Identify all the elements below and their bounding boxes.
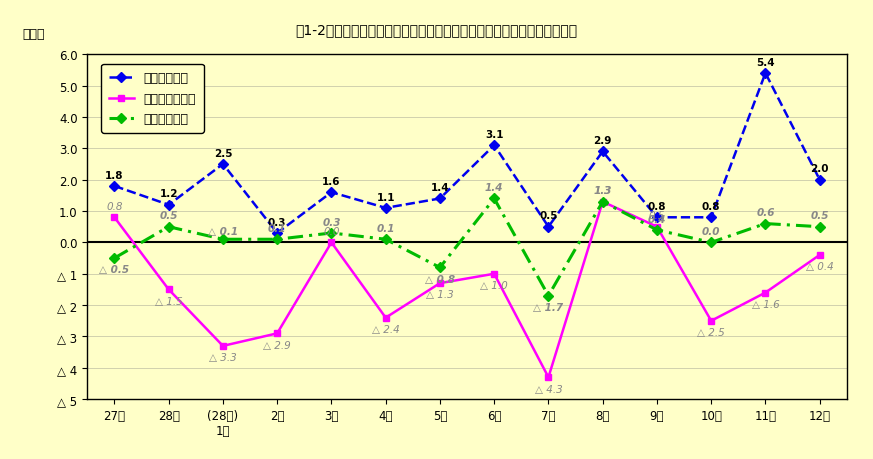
Text: 0.8: 0.8 [702,202,720,212]
常用労働者数 [435,265,445,271]
Text: 0.1: 0.1 [376,224,395,234]
総実労働時間数 [760,290,771,296]
総実労働時間数 [109,215,120,221]
総実労働時間数 [706,319,717,324]
Text: 0.4: 0.4 [648,214,666,224]
Text: 0.8: 0.8 [107,202,123,212]
Text: 5.4: 5.4 [756,58,774,67]
Line: 総実労働時間数: 総実労働時間数 [111,199,823,381]
Text: △ 4.3: △ 4.3 [534,384,562,394]
Text: 2.9: 2.9 [594,136,612,146]
総実労働時間数 [381,315,391,321]
常用労働者数 [651,228,662,233]
Text: △ 1.3: △ 1.3 [426,290,454,300]
現金給与総額 [706,215,717,221]
Text: 0.5: 0.5 [160,211,178,221]
Text: 1.4: 1.4 [485,183,504,193]
現金給与総額 [327,190,337,196]
常用労働者数 [163,224,174,230]
Text: 1.6: 1.6 [322,177,340,186]
現金給与総額 [109,184,120,189]
常用労働者数 [489,196,499,202]
Text: 0.3: 0.3 [268,217,286,227]
Text: 0.0: 0.0 [702,227,720,236]
常用労働者数 [760,221,771,227]
現金給与総額 [435,196,445,202]
Text: 0.5: 0.5 [810,211,829,221]
常用労働者数 [597,199,608,205]
総実労働時間数 [651,224,662,230]
常用労働者数 [327,231,337,236]
Text: 3.1: 3.1 [485,129,504,140]
常用労働者数 [543,293,553,299]
Text: △ 1.5: △ 1.5 [155,296,182,306]
Text: 0.0: 0.0 [323,227,340,236]
Text: △ 0.4: △ 0.4 [806,262,834,272]
Text: 1.3: 1.3 [594,186,612,196]
現金給与総額 [489,143,499,149]
現金給与総額 [651,215,662,221]
Text: △ 1.6: △ 1.6 [752,299,780,309]
Text: 1.3: 1.3 [595,186,611,196]
Text: △ 2.5: △ 2.5 [698,327,725,337]
常用労働者数 [381,237,391,242]
Text: △ 1.7: △ 1.7 [533,302,563,312]
Text: △ 2.4: △ 2.4 [372,324,400,334]
Legend: 現金給与総額, 総実労働時間数, 常用労働者数: 現金給与総額, 総実労働時間数, 常用労働者数 [101,65,203,134]
Text: △ 0.8: △ 0.8 [425,274,455,284]
Text: 1.1: 1.1 [376,192,395,202]
Text: 0.5: 0.5 [649,211,665,221]
現金給与総額 [272,231,283,236]
現金給与総額 [597,149,608,155]
総実労働時間数 [272,331,283,336]
総実労働時間数 [489,271,499,277]
総実労働時間数 [217,343,228,349]
Text: 0.8: 0.8 [648,202,666,212]
総実労働時間数 [815,252,825,258]
Text: 2.5: 2.5 [214,148,232,158]
現金給与総額 [163,202,174,208]
Text: △ 1.0: △ 1.0 [480,280,508,291]
Text: 図1-2　賃金、労働時間及び雇用状況の推移（対前年同月比）－製造業－: 図1-2 賃金、労働時間及び雇用状況の推移（対前年同月比）－製造業－ [295,23,578,37]
Text: 0.3: 0.3 [322,217,340,227]
現金給与総額 [543,224,553,230]
現金給与総額 [381,206,391,211]
現金給与総額 [217,162,228,168]
常用労働者数 [706,240,717,246]
総実労働時間数 [597,199,608,205]
Text: △ 0.1: △ 0.1 [208,227,238,236]
Text: △ 0.5: △ 0.5 [100,265,129,275]
Text: 1.8: 1.8 [105,170,124,180]
総実労働時間数 [435,281,445,286]
総実労働時間数 [163,287,174,292]
Text: △ 3.3: △ 3.3 [209,353,237,362]
Text: 1.4: 1.4 [430,183,450,193]
Text: （％）: （％） [23,28,45,41]
Text: 1.2: 1.2 [160,189,178,199]
Line: 現金給与総額: 現金給与総額 [111,70,823,237]
常用労働者数 [815,224,825,230]
総実労働時間数 [543,375,553,380]
常用労働者数 [109,256,120,261]
Text: 2.0: 2.0 [810,164,829,174]
Line: 常用労働者数: 常用労働者数 [111,196,823,300]
常用労働者数 [217,237,228,242]
現金給与総額 [760,71,771,77]
Text: 0.1: 0.1 [268,224,286,234]
現金給与総額 [815,178,825,183]
常用労働者数 [272,237,283,242]
総実労働時間数 [327,240,337,246]
Text: 0.6: 0.6 [756,208,774,218]
Text: 0.5: 0.5 [540,211,558,221]
Text: △ 2.9: △ 2.9 [264,340,291,350]
